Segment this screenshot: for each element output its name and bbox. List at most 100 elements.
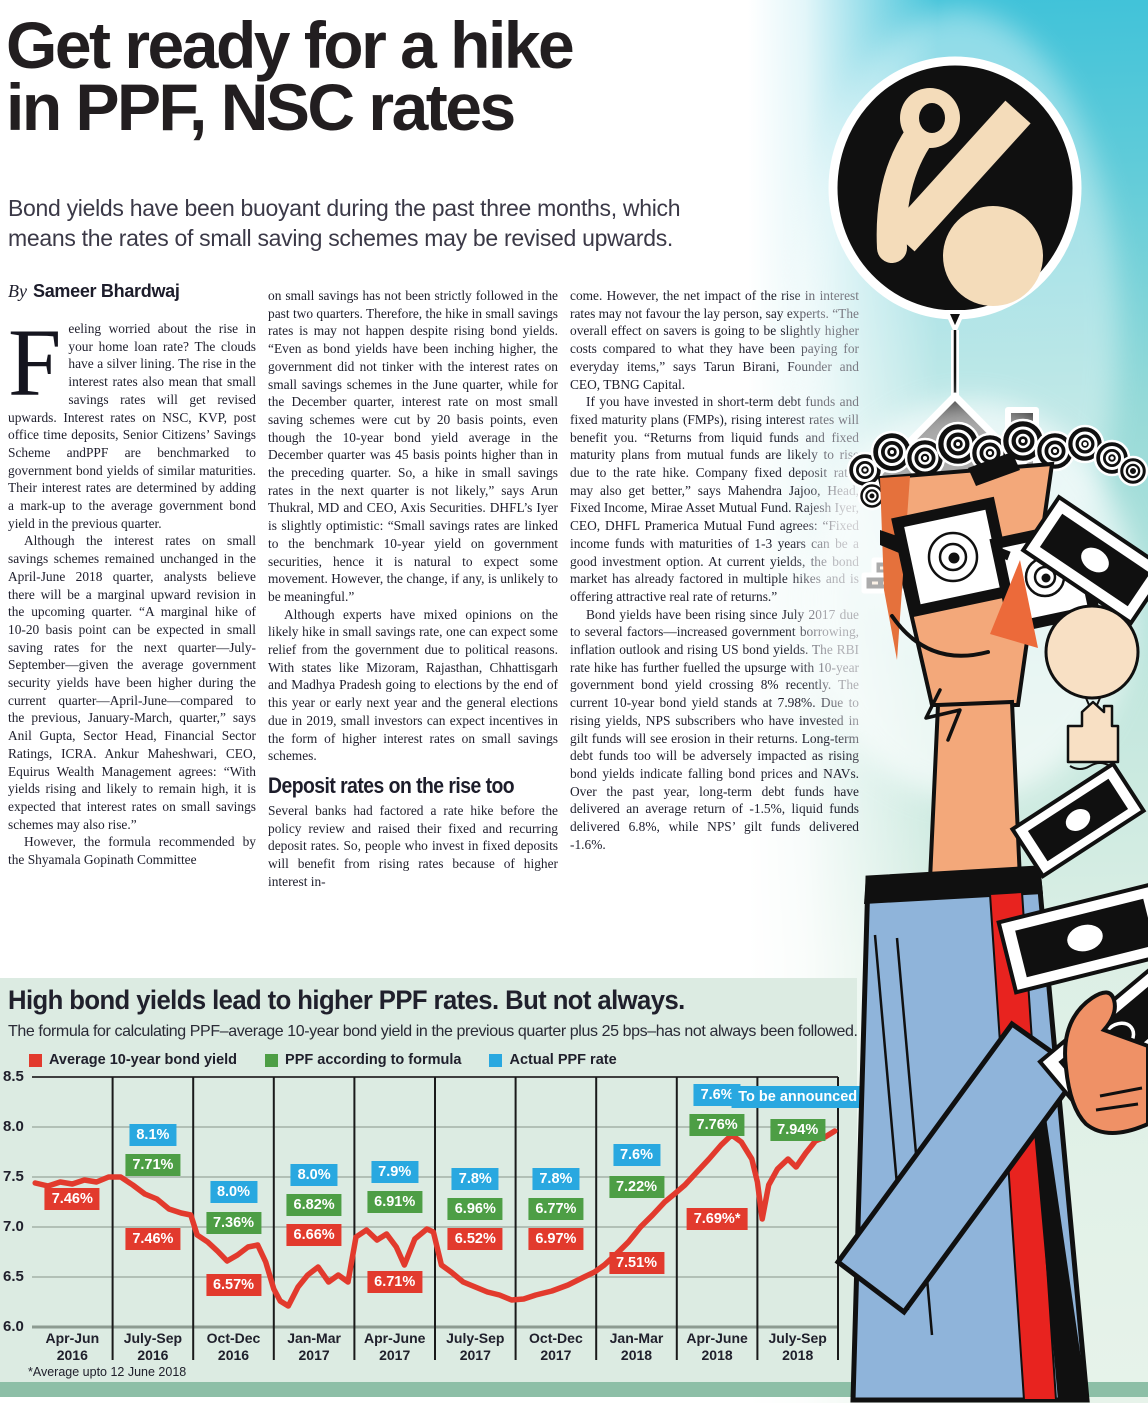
- x-axis-tick: Apr-June 2018: [677, 1330, 758, 1364]
- data-label: 6.71%: [367, 1271, 423, 1293]
- y-axis-tick: 8.5: [3, 1068, 24, 1085]
- x-axis-tick-quarter: Apr-June: [686, 1330, 748, 1346]
- paragraph: Several banks had factored a rate hike b…: [268, 802, 558, 889]
- data-label: 6.96%: [447, 1198, 503, 1220]
- paragraph: Although the interest rates on small sav…: [8, 533, 256, 832]
- x-axis-tick: July-Sep 2017: [435, 1330, 516, 1364]
- legend-label: Actual PPF rate: [509, 1052, 617, 1068]
- y-axis-tick: 7.5: [3, 1168, 24, 1185]
- column-subhead: Deposit rates on the rise too: [268, 772, 515, 798]
- data-label: 7.76%: [689, 1114, 745, 1136]
- x-axis-tick: Apr-June 2017: [354, 1330, 435, 1364]
- chart-panel: High bond yields lead to higher PPF rate…: [0, 978, 865, 1382]
- y-axis-tick: 6.5: [3, 1268, 24, 1285]
- x-axis-tick-year: 2016: [56, 1347, 88, 1363]
- x-axis-tick-year: 2017: [459, 1347, 491, 1363]
- data-label: 6.57%: [205, 1274, 262, 1296]
- x-axis-tick: July-Sep 2016: [113, 1330, 194, 1364]
- x-axis-tick: Jan-Mar 2017: [274, 1330, 355, 1364]
- chart-legend: Average 10-year bond yield PPF according …: [29, 1052, 617, 1068]
- standfirst: Bond yields have been buoyant during the…: [8, 195, 681, 251]
- legend-label: Average 10-year bond yield: [49, 1052, 238, 1068]
- x-axis-tick-year: 2016: [137, 1347, 169, 1363]
- paragraph: If you have invested in short-term debt …: [570, 394, 859, 604]
- legend-item: Actual PPF rate: [489, 1052, 617, 1068]
- data-label: 7.71%: [125, 1154, 181, 1176]
- x-axis-tick-quarter: July-Sep: [768, 1330, 827, 1346]
- x-axis-tick-quarter: July-Sep: [123, 1330, 183, 1346]
- x-axis-tick-quarter: Oct-Dec: [529, 1330, 583, 1346]
- data-label: 7.69%*: [686, 1208, 748, 1230]
- legend-label: PPF according to formula: [285, 1052, 462, 1068]
- x-axis-tick-year: 2017: [298, 1347, 330, 1363]
- byline: By Sameer Bhardwaj: [8, 281, 180, 302]
- data-label: 7.94%: [770, 1119, 826, 1141]
- x-axis-tick: Oct-Dec 2017: [516, 1330, 597, 1364]
- x-axis-tick-year: 2017: [379, 1347, 411, 1363]
- legend-swatch: [29, 1053, 42, 1067]
- paragraph: Bond yields have been rising since July …: [570, 606, 859, 852]
- paragraph: come. However, the net impact of the ris…: [570, 288, 859, 392]
- data-label: 7.46%: [125, 1228, 181, 1250]
- data-label: 7.36%: [205, 1212, 262, 1234]
- x-axis-tick-year: 2018: [701, 1347, 733, 1363]
- x-axis-tick-quarter: Apr-Jun: [45, 1330, 100, 1346]
- headline-line-1: Get ready for a hike: [6, 8, 575, 82]
- data-label: 7.51%: [608, 1252, 665, 1274]
- headline-line-2: in PPF, NSC rates: [6, 70, 516, 144]
- data-label: 7.9%: [371, 1161, 419, 1183]
- x-axis-tick: Oct-Dec 2016: [193, 1330, 274, 1364]
- x-axis-tick-year: 2017: [540, 1347, 572, 1363]
- x-axis-tick-quarter: Jan-Mar: [609, 1330, 664, 1346]
- x-axis-tick-quarter: Apr-June: [363, 1330, 426, 1346]
- data-label: 7.6%: [612, 1144, 661, 1166]
- y-axis-tick: 7.0: [3, 1218, 24, 1235]
- byline-name: Sameer Bhardwaj: [32, 281, 180, 301]
- x-axis-tick-year: 2018: [620, 1347, 653, 1363]
- chart-subtitle: The formula for calculating PPF–average …: [8, 1023, 858, 1040]
- x-axis-tick: Jan-Mar 2018: [596, 1330, 677, 1364]
- data-label: 7.46%: [44, 1188, 100, 1210]
- legend-item: Average 10-year bond yield: [29, 1052, 237, 1068]
- x-axis-tick-quarter: July-Sep: [446, 1330, 505, 1346]
- data-label: 7.8%: [532, 1168, 580, 1190]
- legend-item: PPF according to formula: [265, 1052, 461, 1068]
- x-axis-tick-quarter: Oct-Dec: [206, 1330, 261, 1346]
- data-label: 8.0%: [290, 1164, 338, 1186]
- data-label: 6.66%: [286, 1224, 342, 1246]
- paragraph: on small savings has not been strictly f…: [268, 288, 558, 604]
- x-axis-tick: Apr-Jun 2016: [32, 1330, 113, 1364]
- data-label: 6.91%: [367, 1191, 423, 1213]
- paragraph: Although experts have mixed opinions on …: [268, 606, 558, 764]
- data-label: 6.77%: [528, 1198, 584, 1220]
- bond-yield-line-chart: [32, 1076, 839, 1360]
- legend-swatch: [489, 1053, 503, 1067]
- data-label: To be announced: [731, 1086, 865, 1108]
- chart-footnote: *Average upto 12 June 2018: [28, 1365, 187, 1379]
- x-axis-tick-year: 2016: [217, 1347, 250, 1363]
- data-label: 6.97%: [528, 1228, 584, 1250]
- data-label: 8.1%: [129, 1124, 177, 1146]
- data-label: 7.6%: [693, 1084, 741, 1106]
- data-label: 6.52%: [447, 1228, 503, 1250]
- page-title: Get ready for a hike in PPF, NSC rates: [6, 8, 575, 144]
- data-label: 7.8%: [451, 1168, 499, 1190]
- x-axis-tick-year: 2018: [782, 1347, 814, 1363]
- paragraph: However, the formula recommended by the …: [8, 834, 256, 868]
- data-label: 7.22%: [608, 1176, 665, 1198]
- data-label: 6.82%: [286, 1194, 342, 1216]
- y-axis-tick: 8.0: [3, 1118, 24, 1135]
- article-column-3: come. However, the net impact of the ris…: [570, 287, 859, 968]
- byline-prefix: By: [8, 281, 27, 301]
- bond-yield-line: [32, 1128, 838, 1309]
- article-column-2: on small savings has not been strictly f…: [268, 287, 558, 968]
- drop-cap: F: [8, 320, 62, 416]
- chart-title: High bond yields lead to higher PPF rate…: [8, 985, 685, 1015]
- x-axis-tick: July-Sep 2018: [757, 1330, 838, 1364]
- legend-swatch: [265, 1053, 279, 1067]
- data-label: 8.0%: [209, 1181, 258, 1203]
- x-axis-tick-quarter: Jan-Mar: [287, 1330, 341, 1346]
- y-axis-tick: 6.0: [3, 1318, 24, 1335]
